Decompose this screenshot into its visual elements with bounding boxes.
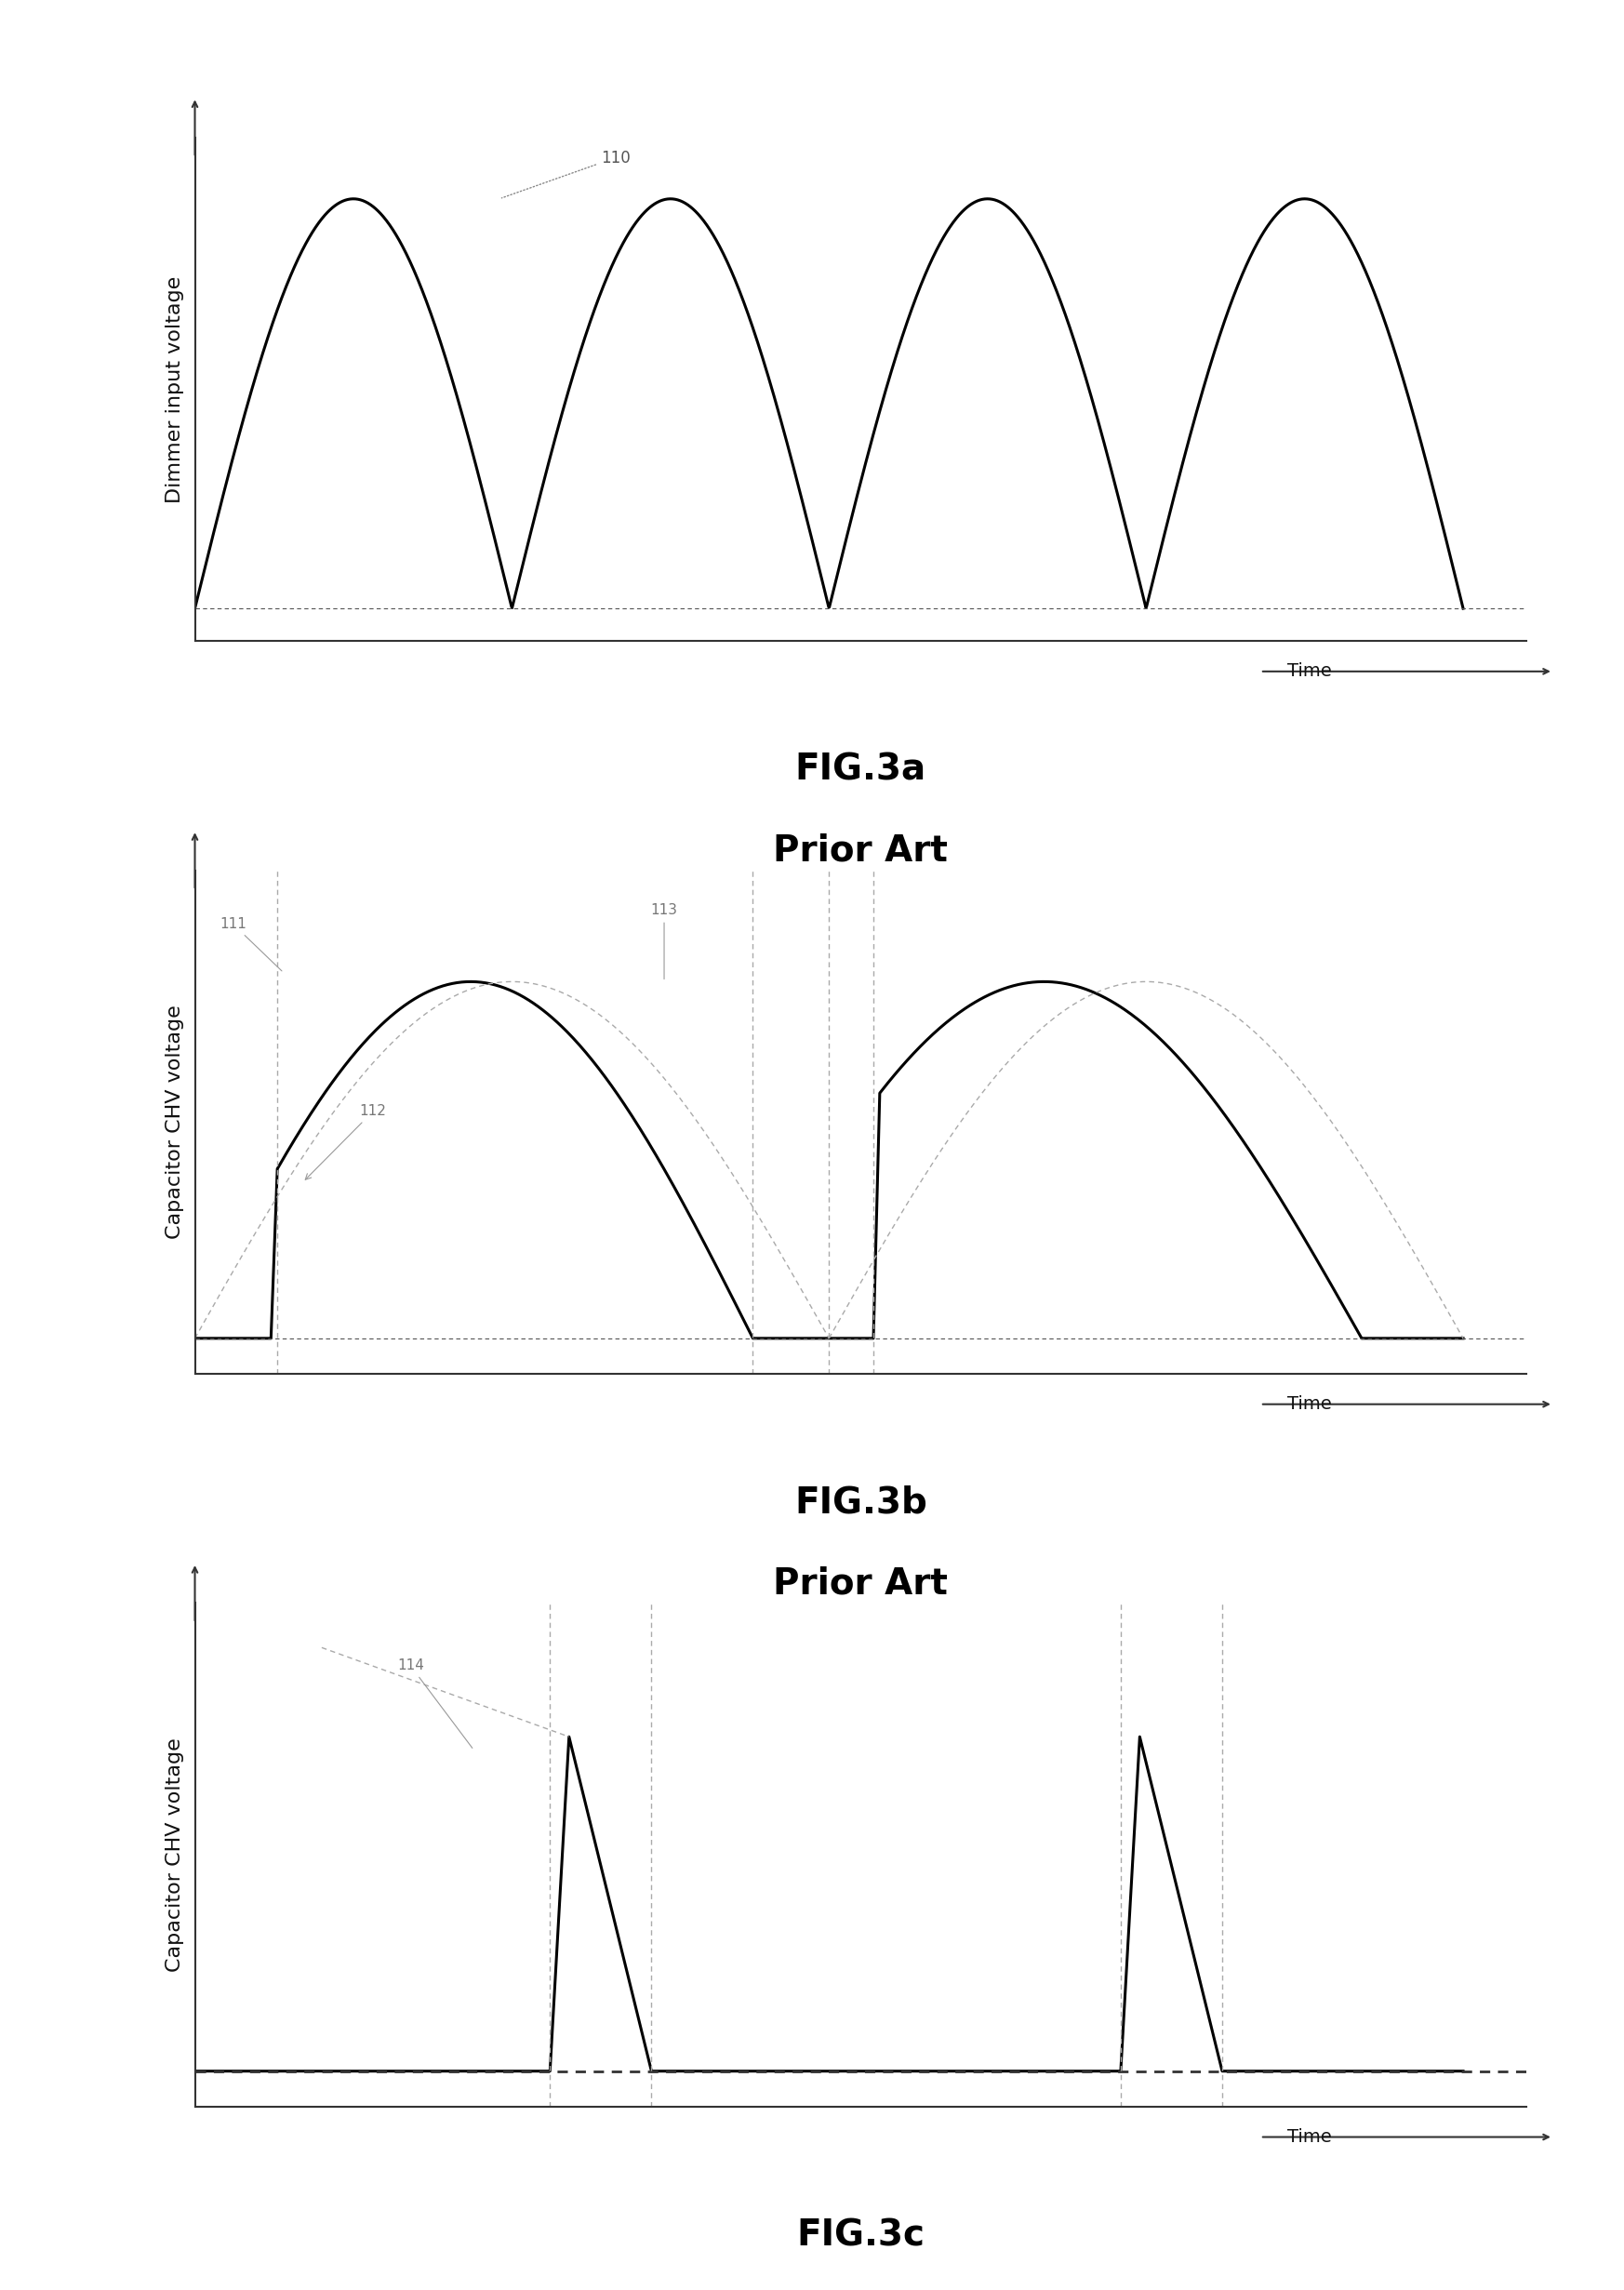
Text: Prior Art: Prior Art (773, 1566, 948, 1601)
Y-axis label: Capacitor CHV voltage: Capacitor CHV voltage (166, 1005, 185, 1239)
Text: FIG.3a: FIG.3a (796, 751, 926, 788)
Y-axis label: Dimmer input voltage: Dimmer input voltage (166, 275, 185, 504)
Text: FIG.3b: FIG.3b (794, 1484, 927, 1521)
Text: Time: Time (1286, 662, 1332, 680)
Text: 110: 110 (502, 149, 630, 197)
Text: 112: 112 (305, 1104, 387, 1179)
Text: 114: 114 (396, 1658, 473, 1747)
Text: FIG.3c: FIG.3c (796, 2217, 926, 2253)
Text: Time: Time (1286, 1395, 1332, 1413)
Text: Time: Time (1286, 2127, 1332, 2146)
Y-axis label: Capacitor CHV voltage: Capacitor CHV voltage (166, 1738, 185, 1972)
Text: Prior Art: Prior Art (773, 834, 948, 868)
Text: 111: 111 (219, 916, 283, 971)
Text: 113: 113 (651, 905, 677, 980)
